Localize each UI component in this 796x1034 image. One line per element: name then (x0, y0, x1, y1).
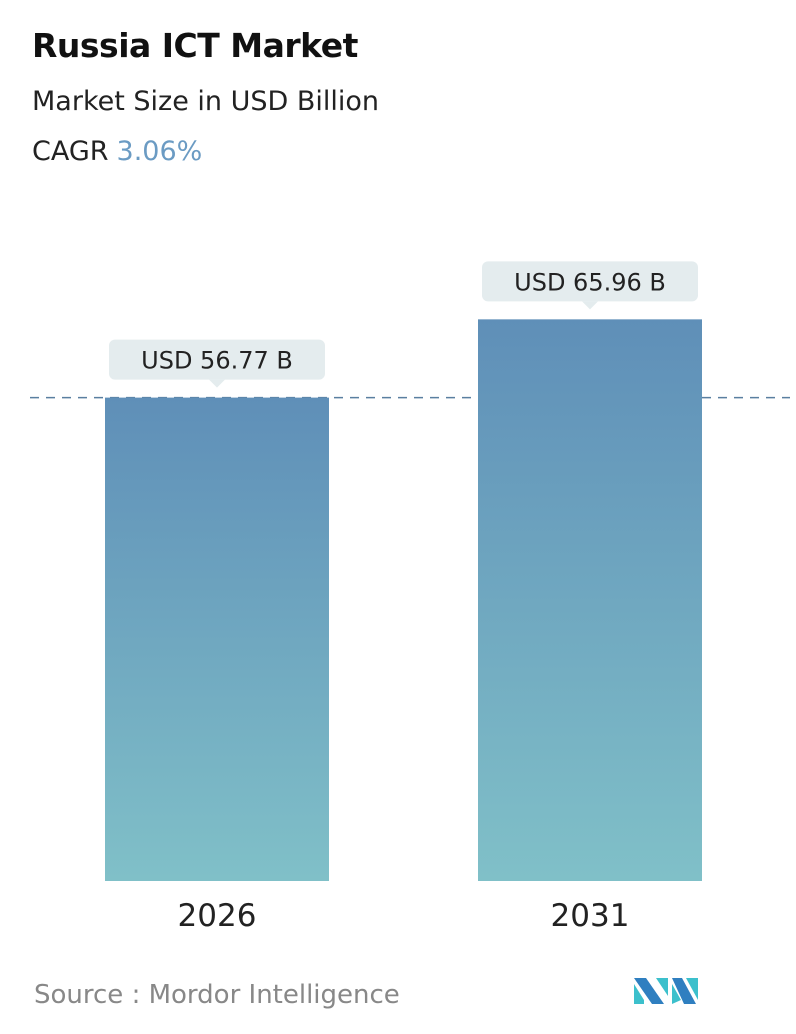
chart-subtitle: Market Size in USD Billion (32, 86, 380, 117)
bar-chart: USD 56.77 B 2026 USD 65.96 B 2031 (30, 261, 790, 934)
data-label-pointer (582, 301, 598, 310)
data-label-pointer (209, 379, 225, 388)
mordor-logo (634, 978, 698, 1004)
data-label: USD 65.96 B (514, 268, 666, 296)
x-tick-label: 2031 (551, 898, 630, 934)
data-label-box (482, 261, 698, 302)
chart-title: Russia ICT Market (32, 26, 358, 65)
cagr-label: CAGR (32, 136, 109, 167)
data-label-box (109, 339, 325, 380)
cagr-value: 3.06% (116, 136, 203, 167)
source-text: Source : Mordor Intelligence (34, 980, 400, 1010)
bar-2031 (478, 319, 702, 881)
bar-2026 (105, 397, 329, 881)
data-label: USD 56.77 B (141, 347, 293, 375)
x-tick-label: 2026 (178, 898, 257, 934)
cagr: CAGR 3.06% (32, 136, 202, 167)
